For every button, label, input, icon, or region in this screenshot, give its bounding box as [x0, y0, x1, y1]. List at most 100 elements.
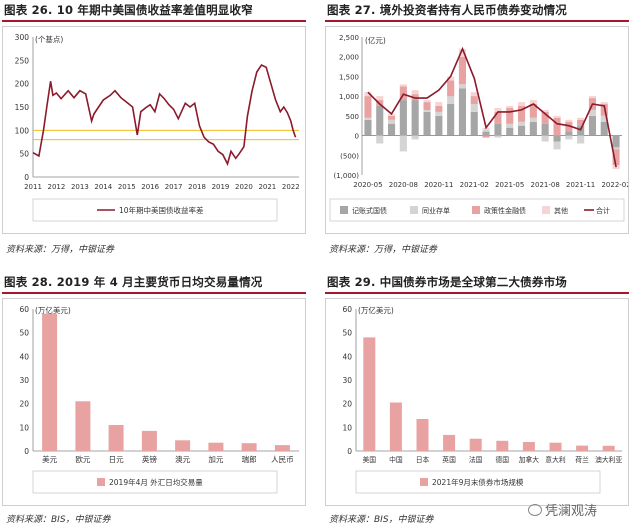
legend-label: 10年期中美国债收益率差	[119, 205, 204, 215]
bar-segment	[529, 117, 537, 122]
bar-segment	[600, 121, 608, 136]
chart-26-svg: (个基点) 0 50 100 150 200 250 300 2011 2012 2013 2014 2…	[15, 33, 300, 222]
chart-panel-27: 图表 27. 境外投资者持有人民币债券变动情况 (亿元) (1,000) (500)…	[323, 0, 633, 262]
x-tick-label: 2012	[48, 183, 66, 191]
bar-segment	[577, 135, 585, 144]
legend-swatch	[410, 206, 418, 214]
y-tick-label: 100	[15, 126, 30, 135]
chart-28-title: 图表 28. 2019 年 4 月主要货币日均交易量情况	[4, 275, 263, 289]
y-tick-label: 50	[19, 329, 29, 338]
legend-swatch	[420, 478, 428, 486]
bar-segment	[470, 111, 478, 136]
x-tick-label: 2015	[118, 183, 136, 191]
legend-label: 2019年4月 外汇日均交易量	[109, 477, 203, 487]
bar-segment	[364, 96, 372, 118]
bar-segment	[376, 135, 384, 144]
y-tick-label: 40	[19, 352, 29, 361]
bar-segment	[529, 104, 537, 118]
y-tick-label: 2,000	[339, 54, 359, 62]
x-tick-label: 英国	[442, 455, 456, 464]
bar-segment	[565, 135, 573, 140]
legend-swatch	[472, 206, 480, 214]
bar-segment	[541, 135, 549, 142]
x-tick-label: 2011	[24, 183, 42, 191]
bar-segment	[541, 111, 549, 124]
chart-27-frame: (亿元) (1,000) (500) 0 500 1,000 1,500 2,000 2,500…	[325, 26, 631, 234]
chart-26-source: 资料来源：万得，中银证券	[6, 245, 115, 255]
x-tick-label: 2020-11	[424, 181, 453, 189]
x-tick-label: 加元	[208, 454, 223, 464]
bar-segment	[529, 121, 537, 136]
legend-box	[32, 470, 278, 494]
legend-box	[329, 198, 625, 222]
bar-segment	[518, 125, 526, 136]
bar-segment	[612, 149, 620, 166]
bar-segment	[506, 127, 514, 136]
x-tick-label: 2020-05	[353, 181, 382, 189]
bar-segment	[388, 119, 396, 124]
bar-segment	[553, 135, 561, 142]
legend-swatch	[97, 478, 105, 486]
bar-segment	[364, 119, 372, 136]
bar-segment	[376, 96, 384, 100]
bar-segment	[588, 115, 596, 136]
x-tick-label: 加拿大	[519, 455, 540, 464]
chart-26-frame: (个基点) 0 50 100 150 200 250 300 2011 2012 2013 2014 2…	[2, 26, 306, 234]
watermark-text: 凭澜观涛	[545, 504, 598, 519]
x-tick-label: 2020-08	[389, 181, 418, 189]
x-tick-label: 2020	[235, 183, 253, 191]
bar-segment	[411, 94, 419, 101]
x-tick-label: 2021-11	[566, 181, 595, 189]
x-tick-label: 日本	[416, 455, 430, 464]
y-tick-label: 10	[19, 423, 29, 432]
unit-label: (个基点)	[35, 34, 63, 44]
legend-label: 合计	[596, 206, 610, 215]
bar-segment	[423, 109, 431, 112]
bar-segment	[376, 106, 384, 136]
bar-segment	[565, 121, 573, 132]
series-line	[32, 63, 297, 167]
legend-label: 2021年9月末债券市场规模	[432, 477, 524, 487]
bar	[416, 419, 429, 451]
x-tick-label: 2016	[141, 183, 159, 191]
bar-segment	[506, 108, 514, 124]
y-tick-label: 2,500	[339, 34, 359, 42]
x-tick-label: 2021-05	[495, 181, 524, 189]
chart-panel-29: 图表 29. 中国债券市场是全球第二大债券市场 (万亿美元) 0 10 20 30 40 5…	[323, 272, 633, 528]
bar-segment	[541, 109, 549, 112]
bar-segment	[423, 102, 431, 110]
legend-swatch	[340, 206, 348, 214]
legend-swatch	[542, 206, 550, 214]
bar-segment	[399, 84, 407, 87]
x-tick-label: 2021-02	[460, 181, 489, 189]
unit-label: (亿元)	[365, 35, 386, 45]
chart-27-source: 资料来源：万得，中银证券	[329, 245, 438, 255]
bar-segment	[458, 48, 466, 57]
total-line	[367, 46, 617, 168]
x-tick-label: 法国	[469, 455, 483, 464]
bar-segment	[506, 123, 514, 128]
chart-28-svg: (万亿美元) 0 10 20 30 40 50 60 美元 欧元 日元 英镑 澳元 加元 瑞郎 人民币 2019…	[19, 305, 299, 494]
bar-segment	[494, 123, 502, 136]
bar-segment	[565, 119, 573, 122]
bar-segment	[612, 135, 620, 148]
bar-segment	[411, 90, 419, 95]
x-tick-label: 瑞郎	[242, 454, 257, 464]
bar	[443, 434, 456, 451]
bar	[389, 402, 402, 451]
bar-segment	[423, 111, 431, 136]
chart-27-svg: (亿元) (1,000) (500) 0 500 1,000 1,500 2,000 2,500…	[329, 34, 631, 222]
y-tick-label: 0	[24, 447, 29, 456]
x-tick-label: 2014	[94, 183, 112, 191]
bar-segment	[470, 104, 478, 112]
bar	[496, 440, 509, 451]
legend-box	[32, 198, 278, 222]
y-tick-label: 1,000	[339, 93, 359, 101]
bar	[274, 445, 290, 451]
y-tick-label: 30	[342, 376, 352, 385]
bar	[42, 313, 58, 451]
bar-segment	[577, 125, 585, 136]
chart-26-title: 图表 26. 10 年期中美国债收益率差值明显收窄	[4, 3, 253, 17]
bar	[108, 425, 124, 451]
bar-segment	[423, 100, 431, 103]
